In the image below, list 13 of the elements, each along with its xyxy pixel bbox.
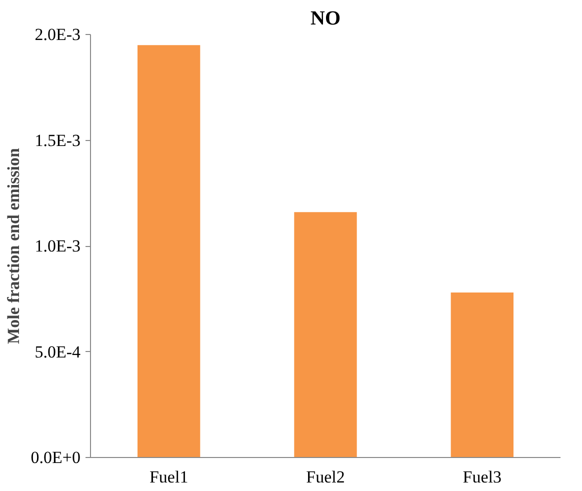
bar xyxy=(138,45,200,458)
x-tick-label: Fuel3 xyxy=(462,468,502,486)
x-tick-label: Fuel2 xyxy=(306,468,345,486)
y-tick-label: 1.0E-3 xyxy=(34,236,80,256)
y-tick-label: 0.0E+0 xyxy=(30,448,81,467)
y-axis-title: Mole fraction end emission xyxy=(4,147,23,344)
bar xyxy=(450,292,514,458)
y-tick-label: 5.0E-4 xyxy=(34,342,81,362)
bar xyxy=(294,212,357,458)
x-tick-label: Fuel1 xyxy=(149,468,188,486)
chart-title: NO xyxy=(310,8,340,30)
y-tick-label: 1.5E-3 xyxy=(34,130,80,150)
y-tick-label: 2.0E-3 xyxy=(34,25,80,44)
